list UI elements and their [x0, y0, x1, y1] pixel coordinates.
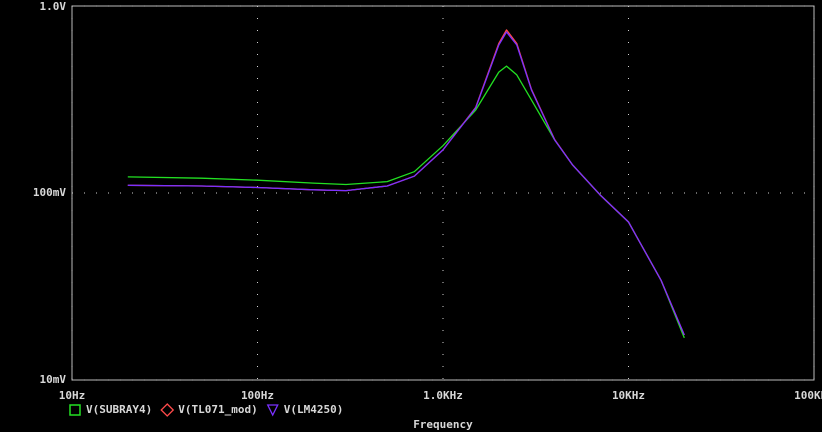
legend-marker [160, 403, 175, 417]
y-tick-label: 100mV [33, 186, 66, 199]
legend-label: V(TL071_mod) [178, 403, 257, 416]
y-tick-label: 10mV [40, 373, 67, 386]
x-tick-label: 10KHz [612, 389, 645, 402]
legend-label: V(SUBRAY4) [86, 403, 152, 416]
x-tick-label: 1.0KHz [423, 389, 463, 402]
legend-label: V(LM4250) [284, 403, 344, 416]
legend-marker [69, 404, 81, 416]
legend-marker [266, 404, 279, 417]
x-tick-label: 100Hz [241, 389, 274, 402]
x-axis-label: Frequency [413, 418, 473, 431]
series-line [127, 31, 685, 336]
y-tick-label: 1.0V [40, 0, 67, 13]
x-tick-label: 100KHz [794, 389, 822, 402]
x-tick-label: 10Hz [59, 389, 86, 402]
